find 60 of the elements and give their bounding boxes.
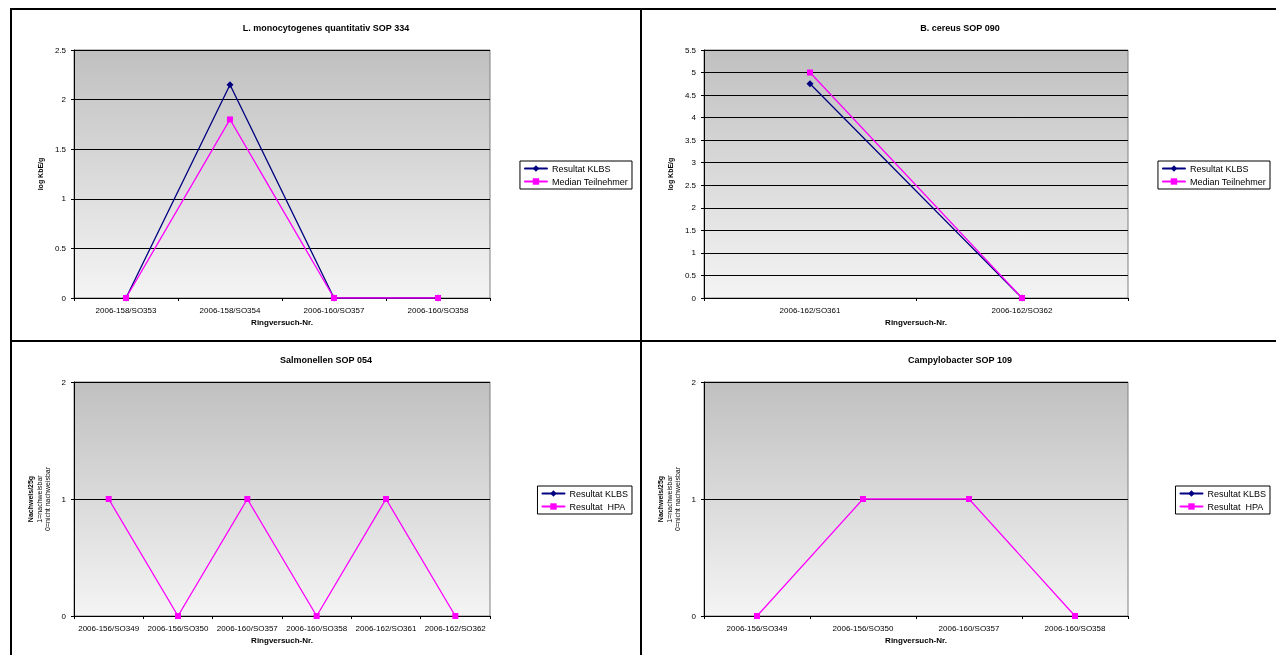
- y-tick-label: 0.5: [684, 270, 697, 280]
- x-axis-title: Ringversuch-Nr.: [251, 318, 313, 328]
- x-tick-label: 2006-160/SO357: [938, 623, 1001, 633]
- legend-label: Median Teilnehmer: [551, 176, 628, 187]
- y-tick-label: 3: [691, 158, 697, 168]
- x-tick-label: 2006-156/SO349: [726, 623, 789, 633]
- chart-title: Salmonellen SOP 054: [280, 354, 372, 365]
- y-tick-label: 1.5: [684, 225, 697, 235]
- point: [226, 81, 234, 89]
- x-tick-label: 2006-160/SO358: [407, 305, 470, 315]
- x-tick-label: 2006-160/SO357: [303, 305, 366, 315]
- point: [807, 69, 813, 76]
- x-tick-label: 2006-162/SO362: [991, 305, 1054, 315]
- x-tick-label: 2006-160/SO358: [1044, 623, 1107, 633]
- chart-title: L. monocytogenes quantitativ SOP 334: [242, 22, 410, 33]
- legend-label: Resultat HPA: [569, 501, 626, 512]
- y-tick-label: 0: [691, 611, 697, 621]
- y-tick-label: 2.5: [684, 180, 697, 190]
- legend-label: Median Teilnehmer: [1189, 176, 1266, 187]
- y-tick-label: 2: [691, 377, 697, 387]
- legend-label: Resultat KLBS: [1189, 163, 1249, 174]
- x-axis-title: Ringversuch-Nr.: [885, 636, 947, 646]
- chart-title: B. cereus SOP 090: [920, 22, 1000, 33]
- y-tick-label: 4.5: [684, 90, 697, 100]
- point: [806, 80, 814, 88]
- x-tick-label: 2006-162/SO361: [355, 623, 418, 633]
- y-tick-label: 1.5: [54, 144, 67, 154]
- x-tick-label: 2006-162/SO361: [779, 305, 842, 315]
- y-tick-label: 0: [61, 293, 67, 303]
- legend-label: Resultat HPA: [1207, 501, 1264, 512]
- x-tick-label: 2006-156/SO350: [147, 623, 210, 633]
- y-tick-label: 4: [691, 113, 697, 123]
- x-tick-label: 2006-156/SO349: [78, 623, 140, 633]
- y-tick-label: 0: [61, 611, 67, 621]
- x-tick-label: 2006-160/SO357: [216, 623, 279, 633]
- y-tick-label: 2.5: [54, 45, 67, 55]
- y-tick-label: 5: [691, 68, 697, 78]
- x-tick-label: 2006-162/SO362: [424, 623, 487, 633]
- y-tick-label: 1: [61, 194, 67, 204]
- y-tick-label: 0: [691, 293, 697, 303]
- x-tick-label: 2006-156/SO350: [832, 623, 895, 633]
- x-axis-title: Ringversuch-Nr.: [251, 636, 313, 646]
- x-tick-label: 2006-158/SO353: [95, 305, 158, 315]
- chart-title: Campylobacter SOP 109: [908, 354, 1012, 365]
- legend-label: Resultat KLBS: [569, 488, 628, 499]
- y-tick-label: 1: [691, 494, 697, 504]
- y-tick-label: 1: [691, 248, 697, 258]
- y-tick-label: 2: [691, 203, 697, 213]
- y-tick-label: 2: [61, 95, 67, 105]
- y-tick-label: 2: [61, 377, 67, 387]
- y-tick-label: 5.5: [684, 45, 697, 55]
- x-tick-label: 2006-160/SO358: [286, 623, 348, 633]
- legend-label: Resultat KLBS: [551, 163, 611, 174]
- point: [227, 116, 233, 123]
- y-tick-label: 0.5: [54, 243, 67, 253]
- x-axis-title: Ringversuch-Nr.: [885, 318, 947, 328]
- y-tick-label: 1: [61, 494, 67, 504]
- x-tick-label: 2006-158/SO354: [199, 305, 262, 315]
- y-tick-label: 3.5: [684, 135, 697, 145]
- legend-label: Resultat KLBS: [1207, 488, 1266, 499]
